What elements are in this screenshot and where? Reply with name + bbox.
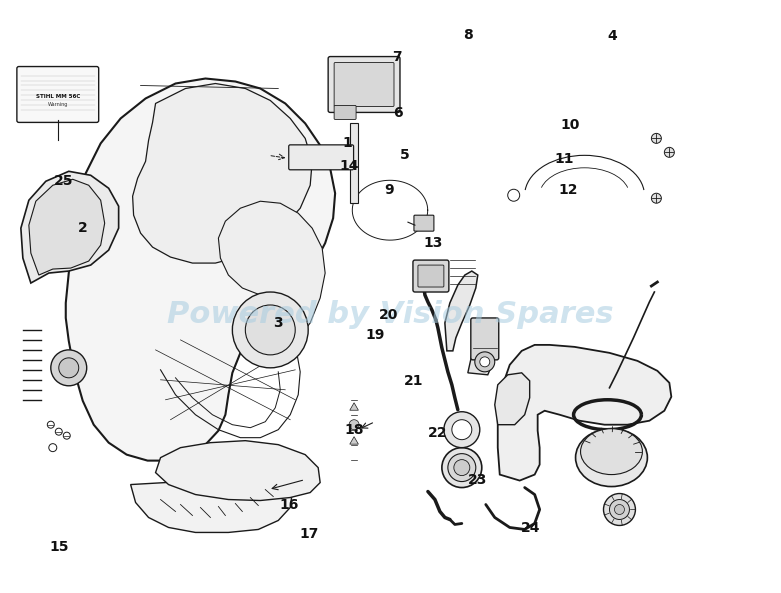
Text: 10: 10: [560, 118, 580, 132]
FancyBboxPatch shape: [328, 56, 400, 113]
Text: 23: 23: [468, 473, 487, 487]
PathPatch shape: [445, 271, 478, 351]
Text: 16: 16: [280, 498, 299, 512]
Circle shape: [444, 412, 480, 448]
Circle shape: [48, 421, 55, 428]
Text: 9: 9: [384, 183, 394, 197]
FancyBboxPatch shape: [471, 318, 499, 360]
FancyBboxPatch shape: [334, 106, 356, 119]
Text: Warning: Warning: [48, 102, 68, 107]
Circle shape: [349, 420, 359, 430]
PathPatch shape: [130, 477, 292, 533]
Text: 17: 17: [299, 527, 319, 541]
Circle shape: [245, 305, 295, 355]
Circle shape: [442, 448, 482, 487]
PathPatch shape: [468, 338, 494, 375]
Circle shape: [604, 493, 636, 525]
Circle shape: [615, 505, 625, 515]
Circle shape: [651, 193, 662, 203]
Text: 19: 19: [366, 328, 384, 342]
FancyBboxPatch shape: [17, 66, 98, 122]
Text: 18: 18: [344, 423, 364, 436]
Circle shape: [651, 133, 662, 144]
Text: 5: 5: [400, 148, 409, 161]
Text: 20: 20: [380, 308, 398, 323]
PathPatch shape: [350, 123, 358, 203]
Circle shape: [233, 292, 308, 368]
PathPatch shape: [133, 84, 312, 263]
Text: 8: 8: [464, 28, 473, 42]
FancyBboxPatch shape: [334, 62, 394, 107]
Text: Powered by Vision Spares: Powered by Vision Spares: [167, 299, 614, 329]
FancyBboxPatch shape: [413, 260, 449, 292]
Circle shape: [452, 420, 472, 439]
Text: 7: 7: [392, 50, 401, 64]
Text: 4: 4: [608, 29, 618, 43]
Ellipse shape: [576, 429, 647, 486]
Circle shape: [665, 147, 674, 157]
PathPatch shape: [497, 345, 672, 480]
Text: 3: 3: [273, 316, 283, 330]
Circle shape: [609, 499, 629, 519]
Circle shape: [448, 454, 476, 482]
Text: STIHL MM 56C: STIHL MM 56C: [36, 94, 80, 99]
PathPatch shape: [29, 179, 105, 275]
Circle shape: [454, 460, 470, 476]
Text: 15: 15: [50, 540, 69, 554]
Circle shape: [480, 357, 490, 367]
Ellipse shape: [580, 429, 643, 474]
Circle shape: [475, 352, 494, 372]
Circle shape: [55, 428, 62, 435]
FancyBboxPatch shape: [414, 215, 434, 231]
Text: 2: 2: [78, 221, 87, 235]
Circle shape: [59, 358, 79, 378]
Text: 6: 6: [394, 106, 403, 120]
Text: 22: 22: [428, 426, 448, 439]
PathPatch shape: [66, 78, 335, 461]
PathPatch shape: [219, 201, 325, 343]
Text: 1: 1: [343, 136, 352, 149]
Text: 12: 12: [558, 183, 578, 197]
Text: 24: 24: [521, 521, 540, 535]
Text: 21: 21: [404, 374, 423, 387]
PathPatch shape: [21, 171, 119, 283]
Text: 11: 11: [555, 152, 574, 166]
FancyBboxPatch shape: [418, 265, 444, 287]
Text: 25: 25: [53, 174, 73, 188]
Text: 14: 14: [340, 160, 359, 173]
Circle shape: [63, 432, 70, 439]
Circle shape: [48, 444, 57, 452]
Circle shape: [51, 350, 87, 386]
FancyBboxPatch shape: [289, 145, 354, 170]
PathPatch shape: [155, 441, 320, 500]
Circle shape: [508, 189, 519, 201]
Text: 13: 13: [423, 236, 443, 250]
PathPatch shape: [494, 373, 530, 425]
